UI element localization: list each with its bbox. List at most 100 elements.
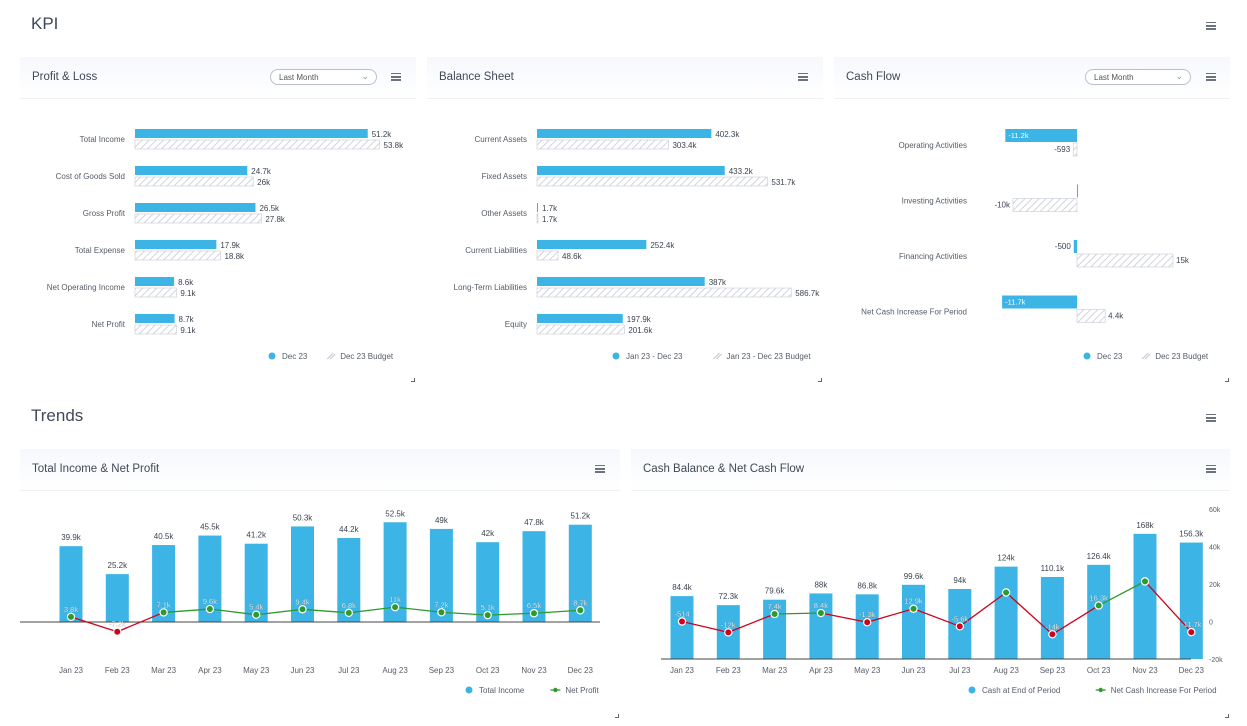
balance-sheet-panel: Balance Sheet Current Assets 402.3k 303.4k… [427,57,823,383]
line-point [205,604,215,614]
bar-actual [537,240,647,249]
bar-value-label: 51.2k [571,512,592,521]
bar-actual [537,203,538,212]
income-profit-chart: 39.9k Jan 23 25.2k Feb 23 40.5k Mar 23 45.5k Ap… [20,509,600,695]
line-value-label: 7.4k [768,602,782,611]
y2-tick-label: 60k [1209,507,1221,514]
legend-label: Dec 23 [1097,352,1123,361]
balance-sheet-menu-icon[interactable] [798,73,808,81]
line-point [529,609,539,618]
x-tick-label: Apr 23 [198,666,222,675]
legend-marker [326,352,334,360]
bar-budget [536,139,669,150]
line-point [1187,627,1196,637]
line-value-label: 11k [389,595,401,604]
line-segment [209,608,257,616]
x-tick-label: Oct 23 [476,666,500,675]
bar [809,593,833,659]
bar-value-label: 41.2k [246,531,267,540]
bar [522,531,546,622]
legend-marker [968,686,976,694]
bar-value-label: 26k [257,178,271,187]
profit-loss-menu-icon[interactable] [391,73,401,81]
x-tick-label: Sep 23 [429,666,455,675]
x-tick-label: Mar 23 [762,666,787,675]
line-value-label: 5.4k [249,603,263,612]
category-label: Total Income [80,135,126,144]
line-point [1048,630,1057,639]
cash-balance-chart: 84.4k Jan 23 72.3k Feb 23 79.6k Mar 23 88k Apr … [661,507,1223,695]
bar-actual [537,129,712,138]
kpi-menu-icon[interactable] [1206,22,1216,30]
profit-loss-period-dropdown[interactable]: Last Month ⌄ [270,69,377,85]
bar-value-label: 52.5k [385,509,406,518]
bar-value-label: 40.5k [154,532,175,541]
bar-value-label: 1.7k [542,215,558,224]
y2-tick-label: 20k [1209,582,1221,589]
x-tick-label: Dec 23 [568,666,594,675]
category-label: Cost of Goods Sold [56,172,125,181]
x-tick-label: Aug 23 [993,666,1019,675]
x-tick-label: Mar 23 [151,666,176,675]
resize-handle[interactable] [818,378,822,382]
bar-budget [1012,198,1078,212]
kpi-section-title: KPI [31,14,59,33]
bar-budget [134,250,221,261]
line-value-label: 16.3k [1090,594,1109,603]
bar-value-label: 44.2k [339,525,360,534]
line-segment [70,616,118,633]
line-point [390,602,400,612]
line-point [576,606,585,615]
bar-budget [536,176,768,187]
bar [568,524,592,622]
line-segment [681,620,729,634]
resize-handle[interactable] [1225,714,1229,718]
bar-value-label: 17.9k [220,241,241,250]
bar [994,566,1018,659]
bar-budget [536,250,559,261]
bar [670,596,694,659]
bar-value-label: 99.6k [904,572,925,581]
x-tick-label: Jul 23 [949,666,971,675]
x-tick-label: Jul 23 [338,666,360,675]
income-profit-menu-icon[interactable] [595,465,605,473]
bar-value-label: 433.2k [729,167,754,176]
balance-sheet-chart: Current Assets 402.3k 303.4k Fixed Assets 43… [454,129,820,361]
bar-value-label: 15k [1176,256,1190,265]
bar-value-label: -11.2k [1008,131,1029,140]
trends-menu-icon[interactable] [1206,414,1216,422]
resize-handle[interactable] [411,378,415,382]
bar-value-label: 18.8k [224,252,245,261]
profit-loss-period-value: Last Month [279,73,319,82]
x-tick-label: Jun 23 [290,666,315,675]
cash-balance-menu-icon[interactable] [1206,465,1216,473]
profit-loss-header: Profit & Loss Last Month ⌄ [20,57,416,99]
resize-handle[interactable] [615,714,619,718]
bar-value-label: 47.8k [524,518,545,527]
x-tick-label: Jan 23 [670,666,695,675]
cash-balance-title: Cash Balance & Net Cash Flow [643,463,805,475]
category-label: Net Operating Income [47,283,126,292]
cash-flow-panel: Cash Flow Last Month ⌄ Operating Activit… [834,57,1230,383]
category-label: Equity [505,320,527,329]
cash-flow-title: Cash Flow [846,71,901,83]
line-value-label: 8.7k [573,598,587,607]
bar-value-label: 84.4k [672,583,693,592]
cash-flow-period-dropdown[interactable]: Last Month ⌄ [1085,69,1191,85]
line-value-label: 3.8k [64,605,78,614]
line-segment [774,612,821,615]
income-profit-header: Total Income & Net Profit [20,449,620,491]
category-label: Operating Activities [899,141,967,150]
line-point [113,627,122,636]
resize-handle[interactable] [1225,378,1229,382]
bar [105,574,129,622]
line-value-label: 9.6k [203,597,217,606]
bar-value-label: 94k [953,576,967,585]
cash-flow-menu-icon[interactable] [1206,73,1216,81]
bar-value-label: 86.8k [857,581,878,590]
bar-value-label: -593 [1054,145,1071,154]
income-profit-panel: Total Income & Net Profit 39.9k Jan 23 25.… [20,449,620,719]
chevron-down-icon: ⌄ [1175,71,1183,81]
bar-value-label: 49k [435,516,449,525]
chevron-down-icon: ⌄ [361,71,369,81]
